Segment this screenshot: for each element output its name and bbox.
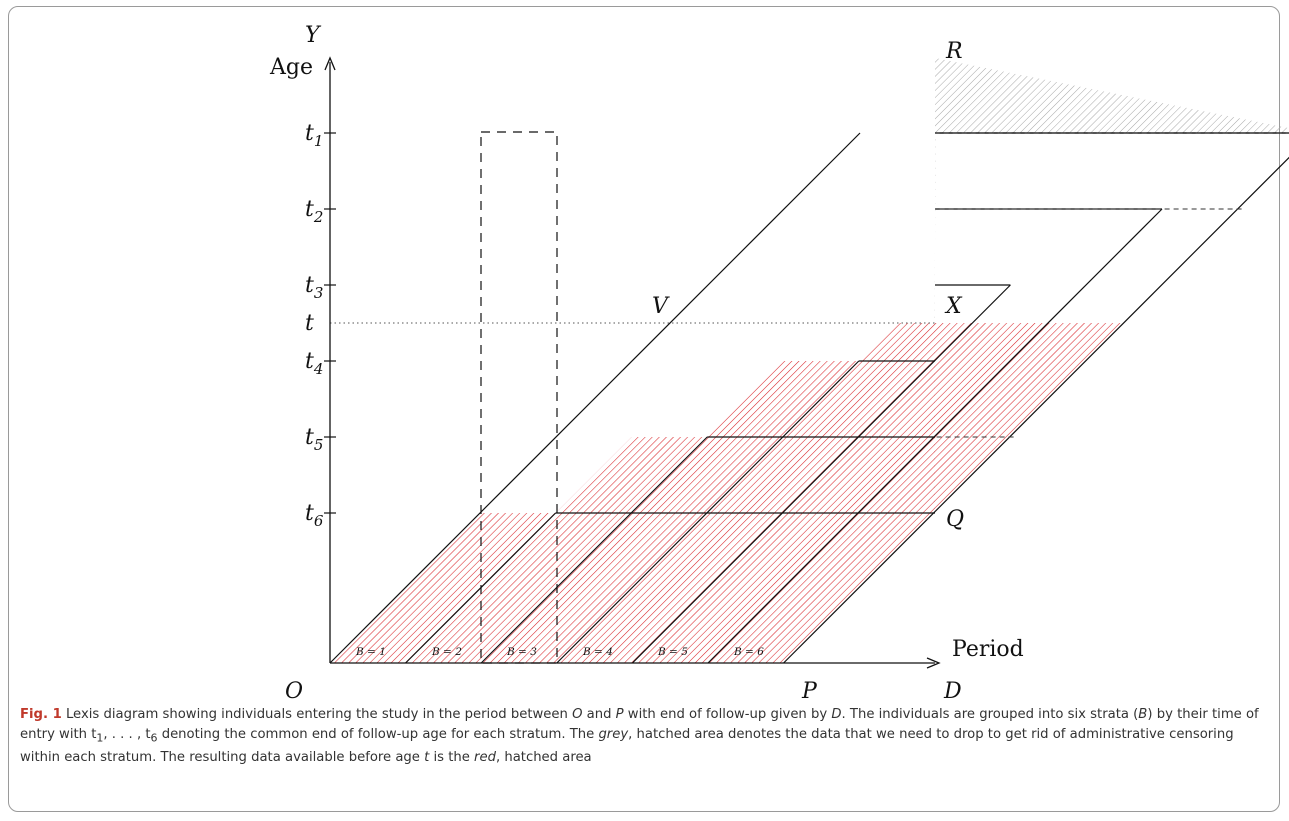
figure-number: Fig. 1 bbox=[20, 707, 62, 722]
point-V-label: V bbox=[652, 294, 670, 319]
red-region-5 bbox=[632, 323, 1048, 663]
figure-caption: Fig. 1 Lexis diagram showing individuals… bbox=[20, 707, 1259, 765]
diagonal-line-0 bbox=[329, 132, 861, 664]
stratum-label-5: B = 5 bbox=[657, 646, 688, 658]
y-tick-label-1: t1 bbox=[305, 121, 323, 150]
y-tick-label-3: t3 bbox=[305, 273, 323, 302]
point-X-label: X bbox=[944, 294, 963, 319]
point-D-label: D bbox=[943, 679, 962, 700]
red-region-4 bbox=[556, 323, 973, 663]
point-P-label: P bbox=[801, 679, 818, 700]
x-axis-arrowhead bbox=[926, 657, 941, 669]
diagonal-line-2 bbox=[480, 436, 708, 664]
strata-labels: B = 1 B = 2 B = 3 B = 4 B = 5 B = 6 bbox=[355, 646, 764, 658]
grey-hatched-area bbox=[933, 58, 1289, 513]
stratum-label-4: B = 4 bbox=[582, 646, 613, 658]
stratum-label-3: B = 3 bbox=[506, 646, 537, 658]
stratum-lines bbox=[329, 132, 1289, 664]
red-region-1 bbox=[330, 513, 556, 663]
y-axis-arrowhead bbox=[324, 56, 336, 71]
y-axis-label: Age bbox=[269, 55, 313, 80]
stratum-label-2: B = 2 bbox=[431, 646, 462, 658]
y-tick-label-4: t4 bbox=[305, 349, 323, 378]
y-axis-ticks: t1 t2 t3 t t4 t5 t6 bbox=[305, 121, 336, 530]
y-axis-symbol: Y bbox=[305, 23, 322, 48]
lexis-diagram: t1 t2 t3 t t4 t5 t6 Y Age Period O P D R X Q V… bbox=[269, 23, 1289, 700]
diagonal-line-6 bbox=[783, 156, 1289, 664]
stratum-label-6: B = 6 bbox=[733, 646, 764, 658]
red-region-6 bbox=[708, 323, 1124, 663]
point-Q-label: Q bbox=[946, 507, 964, 532]
diagonal-line-5 bbox=[707, 208, 1163, 664]
stratum-label-1: B = 1 bbox=[355, 646, 386, 658]
y-tick-label-t: t bbox=[305, 311, 314, 336]
diagonal-line-4 bbox=[631, 284, 1011, 664]
y-tick-label-5: t5 bbox=[305, 425, 323, 454]
y-tick-label-6: t6 bbox=[305, 501, 324, 530]
y-tick-label-2: t2 bbox=[305, 197, 323, 226]
origin-label: O bbox=[285, 679, 303, 700]
point-R-label: R bbox=[945, 39, 963, 64]
figure-frame bbox=[8, 6, 1280, 812]
x-axis-label: Period bbox=[952, 637, 1024, 662]
diagonal-line-3 bbox=[556, 360, 860, 664]
